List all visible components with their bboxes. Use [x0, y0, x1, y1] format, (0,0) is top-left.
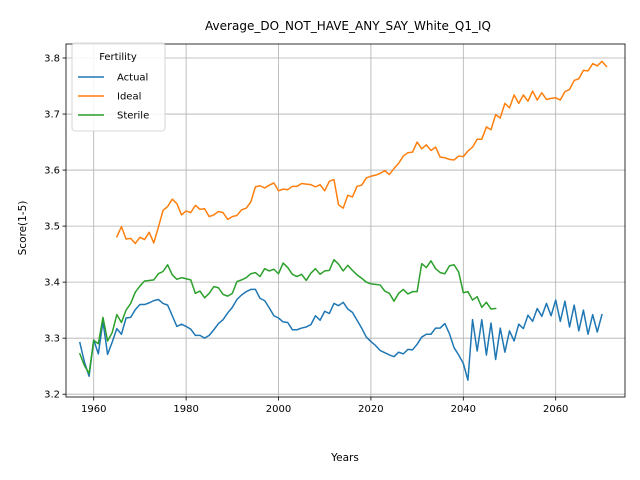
y-tick-label: 3.5	[44, 222, 60, 233]
y-tick-label: 3.2	[44, 390, 60, 401]
series-line-sterile	[78, 258, 497, 375]
series-line-actual	[78, 288, 603, 381]
y-axis-label: Score(1-5)	[17, 201, 29, 256]
chart-title: Average_DO_NOT_HAVE_ANY_SAY_White_Q1_IQ	[205, 19, 491, 33]
legend-label-sterile: Sterile	[117, 111, 149, 122]
x-axis-label: Years	[330, 452, 359, 464]
x-tick-label: 2060	[543, 404, 568, 415]
legend-box	[71, 42, 166, 132]
x-tick-label: 2040	[451, 404, 476, 415]
y-tick-label: 3.4	[44, 278, 60, 289]
plot-frame	[65, 43, 626, 398]
series-lines	[78, 60, 608, 381]
legend-label-actual: Actual	[117, 73, 148, 84]
x-axis: 1960 1980 2000 2020 2040 2060	[81, 397, 568, 415]
legend-title: Fertility	[99, 52, 137, 63]
y-tick-label: 3.3	[44, 334, 60, 345]
y-tick-label: 3.6	[44, 166, 60, 177]
legend: Fertility Actual Ideal Sterile	[71, 42, 166, 132]
x-tick-label: 1960	[81, 404, 106, 415]
x-tick-label: 2000	[266, 404, 291, 415]
x-tick-label: 2020	[358, 404, 383, 415]
y-tick-label: 3.8	[44, 54, 60, 65]
x-tick-label: 1980	[173, 404, 198, 415]
legend-label-ideal: Ideal	[117, 92, 141, 103]
y-axis: 3.2 3.3 3.4 3.5 3.6 3.7 3.8	[44, 54, 66, 401]
series-line-ideal	[115, 60, 608, 245]
y-tick-label: 3.7	[44, 110, 60, 121]
